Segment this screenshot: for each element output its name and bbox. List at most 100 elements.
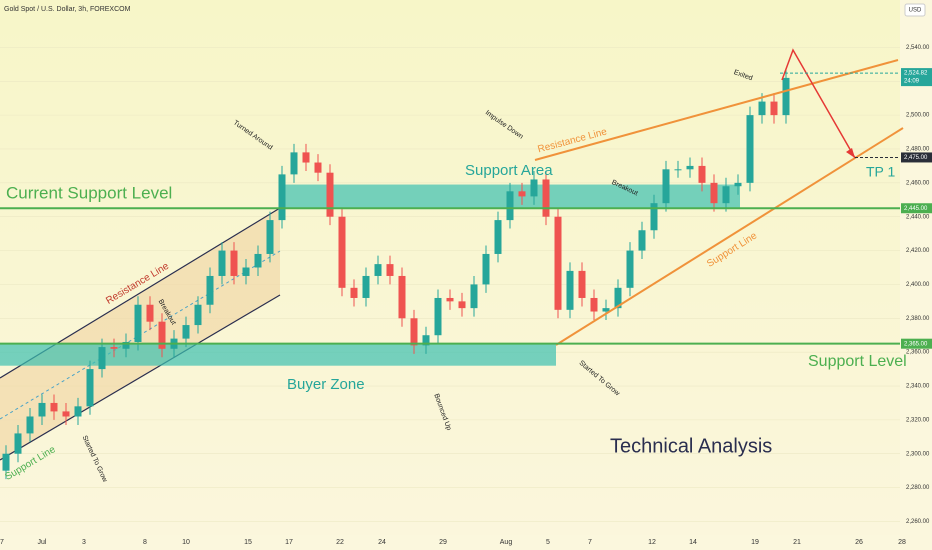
candle-body [614, 287, 622, 309]
resistance-line [534, 59, 899, 161]
candle-body [2, 453, 10, 471]
x-tick-label: 12 [648, 539, 656, 546]
candle-body [422, 335, 430, 346]
x-tick-label: 19 [751, 539, 759, 546]
candle-body [50, 402, 58, 412]
y-tick-label: 2,320.00 [906, 417, 930, 423]
x-tick-label: 5 [546, 539, 550, 546]
candle-body [434, 297, 442, 336]
candle-body [482, 253, 490, 285]
candle-body [206, 275, 214, 305]
price-label: 2,524.82 [904, 71, 928, 77]
candle-body [374, 264, 382, 276]
x-tick-label: 3 [82, 539, 86, 546]
projection [781, 48, 856, 159]
candle-body [518, 191, 526, 197]
candle-body [698, 165, 706, 183]
y-tick-label: 2,280.00 [906, 485, 930, 491]
candle-body [626, 250, 634, 288]
candle-body [362, 275, 370, 298]
candle-body [326, 172, 334, 217]
support-line [555, 127, 904, 346]
currency-box [904, 3, 926, 17]
candle-body [554, 216, 562, 310]
arrow-head [846, 148, 855, 158]
candle-body [734, 182, 742, 187]
x-tick-label: Jul [38, 539, 47, 546]
x-tick-label: 17 [285, 539, 293, 546]
candle-body [602, 308, 610, 312]
y-tick-label: 2,540.00 [906, 45, 930, 51]
candle-body [410, 318, 418, 346]
candle-body [266, 220, 274, 254]
candle-body [650, 203, 658, 231]
y-tick-label: 2,360.00 [906, 350, 930, 356]
candle-body [578, 270, 586, 298]
y-tick-label: 2,440.00 [906, 214, 930, 220]
x-tick-label: 7 [0, 539, 4, 546]
candle-body [494, 220, 502, 254]
price-label: 2,365.00 [904, 341, 928, 347]
candle-body [254, 253, 262, 268]
candle-body [290, 152, 298, 175]
candle-body [242, 267, 250, 276]
time-axis [0, 535, 900, 550]
candle-body [314, 162, 322, 173]
candle-body [638, 230, 646, 251]
candle-body [278, 174, 286, 221]
currency: USD [909, 8, 922, 14]
candle-body [758, 101, 766, 116]
candle-body [542, 179, 550, 217]
y-tick-label: 2,420.00 [906, 248, 930, 254]
candle-body [62, 411, 70, 417]
chart-title: Gold Spot / U.S. Dollar, 3h, FOREXCOM [4, 6, 131, 13]
candle-body [722, 186, 730, 204]
price-label-box [901, 152, 932, 163]
candle-body [566, 270, 574, 310]
channel-lower [0, 294, 281, 461]
annotation: Support Level [808, 353, 907, 370]
candle-body [458, 301, 466, 309]
candle-body [662, 169, 670, 204]
candle-body [470, 284, 478, 309]
x-tick-label: 14 [689, 539, 697, 546]
candle-body [14, 433, 22, 454]
candle-body [158, 321, 166, 349]
x-tick-label: 10 [182, 539, 190, 546]
heading: Technical Analysis [610, 435, 772, 457]
candle-body [674, 169, 682, 171]
x-tick-label: 7 [588, 539, 592, 546]
candle-body [770, 101, 778, 116]
plot-background [0, 0, 900, 535]
candle-body [350, 287, 358, 298]
price-label: 2,475.00 [904, 155, 928, 161]
y-tick-label: 2,260.00 [906, 519, 930, 525]
candle-body [398, 275, 406, 319]
x-tick-label: 8 [143, 539, 147, 546]
candle-body [74, 406, 82, 417]
price-label-box [901, 68, 932, 87]
candle-body [446, 297, 454, 302]
price-label-box [901, 338, 932, 349]
y-tick-label: 2,340.00 [906, 384, 930, 390]
x-tick-label: 28 [898, 539, 906, 546]
candle-body [122, 341, 130, 349]
zone [0, 343, 556, 366]
candle-body [98, 347, 106, 370]
x-tick-label: 22 [336, 539, 344, 546]
zone-label: Support Area [465, 162, 553, 179]
x-tick-label: 29 [439, 539, 447, 546]
x-tick-label: 21 [793, 539, 801, 546]
candle-body [26, 416, 34, 434]
candle-body [218, 250, 226, 276]
candle-body [590, 297, 598, 312]
candle-body [710, 182, 718, 204]
y-tick-label: 2,380.00 [906, 316, 930, 322]
candle-body [182, 325, 190, 339]
candle-body [86, 369, 94, 407]
annotation: Current Support Level [6, 183, 172, 202]
x-tick-label: 15 [244, 539, 252, 546]
price-axis [900, 0, 932, 550]
candle-body [38, 402, 46, 417]
x-tick-label: 24 [378, 539, 386, 546]
